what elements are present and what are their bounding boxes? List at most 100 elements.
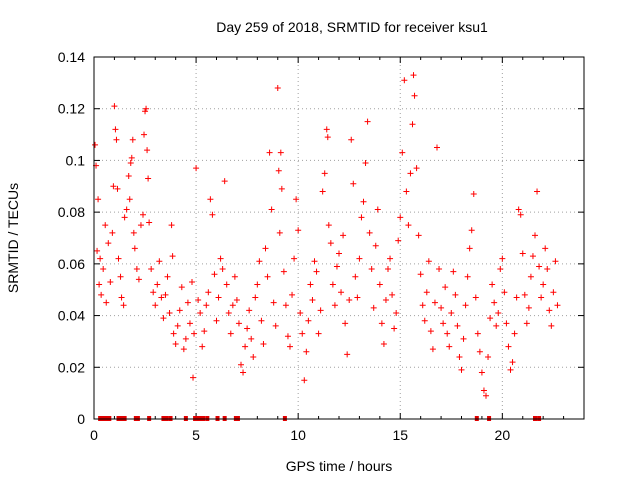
data-point <box>311 258 318 265</box>
data-point <box>164 273 171 280</box>
data-point <box>403 188 410 195</box>
data-point <box>221 178 228 185</box>
data-point <box>323 126 330 133</box>
data-point <box>346 297 353 304</box>
data-point <box>478 369 485 376</box>
data-point <box>112 126 119 133</box>
data-point <box>401 77 408 84</box>
data-point <box>148 266 155 273</box>
data-point <box>272 322 279 329</box>
data-point <box>319 188 326 195</box>
x-tick-label: 5 <box>192 427 200 443</box>
data-point <box>529 253 536 260</box>
data-point <box>278 185 285 192</box>
data-point <box>235 320 242 327</box>
data-point <box>405 222 412 229</box>
data-point <box>378 320 385 327</box>
data-point <box>137 222 144 229</box>
data-point <box>182 335 189 342</box>
data-point <box>97 255 104 262</box>
data-point <box>525 304 532 311</box>
data-point <box>252 294 259 301</box>
data-point <box>362 160 369 167</box>
data-point <box>264 273 271 280</box>
data-point <box>509 359 516 366</box>
x-tick-label: 20 <box>495 427 511 443</box>
data-point <box>358 214 365 221</box>
data-point <box>360 198 367 205</box>
data-point <box>546 307 553 314</box>
data-point <box>493 322 500 329</box>
data-point <box>350 180 357 187</box>
data-point <box>160 315 167 322</box>
data-point <box>532 232 538 239</box>
data-point <box>162 291 169 298</box>
data-point <box>128 154 135 161</box>
data-point <box>466 245 473 252</box>
data-point <box>109 229 116 236</box>
data-point <box>450 268 457 275</box>
data-point <box>434 144 440 151</box>
grid-lines <box>94 57 584 419</box>
data-point <box>344 351 351 358</box>
data-point <box>172 341 179 348</box>
data-point <box>113 136 120 143</box>
data-point <box>454 322 461 329</box>
data-point <box>348 136 355 143</box>
data-point <box>246 307 253 314</box>
x-tick-labels: 0 5 10 15 20 <box>90 427 510 443</box>
data-point <box>372 242 379 249</box>
data-point <box>130 229 137 236</box>
data-point <box>195 297 202 304</box>
data-point <box>211 271 218 278</box>
x-axis-label: GPS time / hours <box>286 458 393 474</box>
data-point <box>268 206 275 213</box>
data-point <box>289 291 296 298</box>
data-point <box>114 185 121 192</box>
data-point <box>166 309 173 316</box>
data-point <box>191 330 198 337</box>
data-point <box>125 172 132 179</box>
data-point <box>100 266 107 273</box>
data-point <box>201 328 208 335</box>
data-point <box>266 149 273 156</box>
data-point <box>410 72 417 79</box>
data-point <box>154 281 161 288</box>
data-point <box>229 302 236 309</box>
data-point <box>203 302 210 309</box>
data-point <box>376 281 383 288</box>
data-point <box>474 330 481 337</box>
data-point <box>505 343 512 350</box>
data-point <box>121 214 128 221</box>
data-point <box>385 266 391 273</box>
data-point <box>275 167 282 174</box>
data-point <box>313 268 320 275</box>
y-tick-label: 0.06 <box>58 256 85 272</box>
data-point <box>462 302 469 309</box>
data-point <box>338 289 345 296</box>
data-point <box>425 258 432 265</box>
data-point <box>305 317 312 324</box>
y-tick-label: 0.02 <box>58 359 85 375</box>
data-point <box>413 165 420 172</box>
data-point <box>135 276 142 283</box>
data-point <box>458 366 465 373</box>
data-point <box>429 346 436 353</box>
data-point <box>126 196 133 203</box>
data-point <box>497 266 504 273</box>
data-point <box>258 317 265 324</box>
data-point <box>287 343 293 350</box>
data-point <box>538 294 545 301</box>
data-point <box>374 206 381 213</box>
data-point <box>303 348 310 355</box>
data-point <box>513 294 520 301</box>
data-point <box>260 341 267 348</box>
data-point <box>542 245 549 252</box>
y-tick-labels: 0 0.02 0.04 0.06 0.08 0.1 0.12 0.14 <box>58 49 85 427</box>
data-point <box>284 333 291 340</box>
data-point <box>536 263 543 270</box>
data-point <box>534 188 541 195</box>
data-point <box>103 299 110 306</box>
data-point <box>527 273 534 280</box>
data-point <box>133 266 140 273</box>
